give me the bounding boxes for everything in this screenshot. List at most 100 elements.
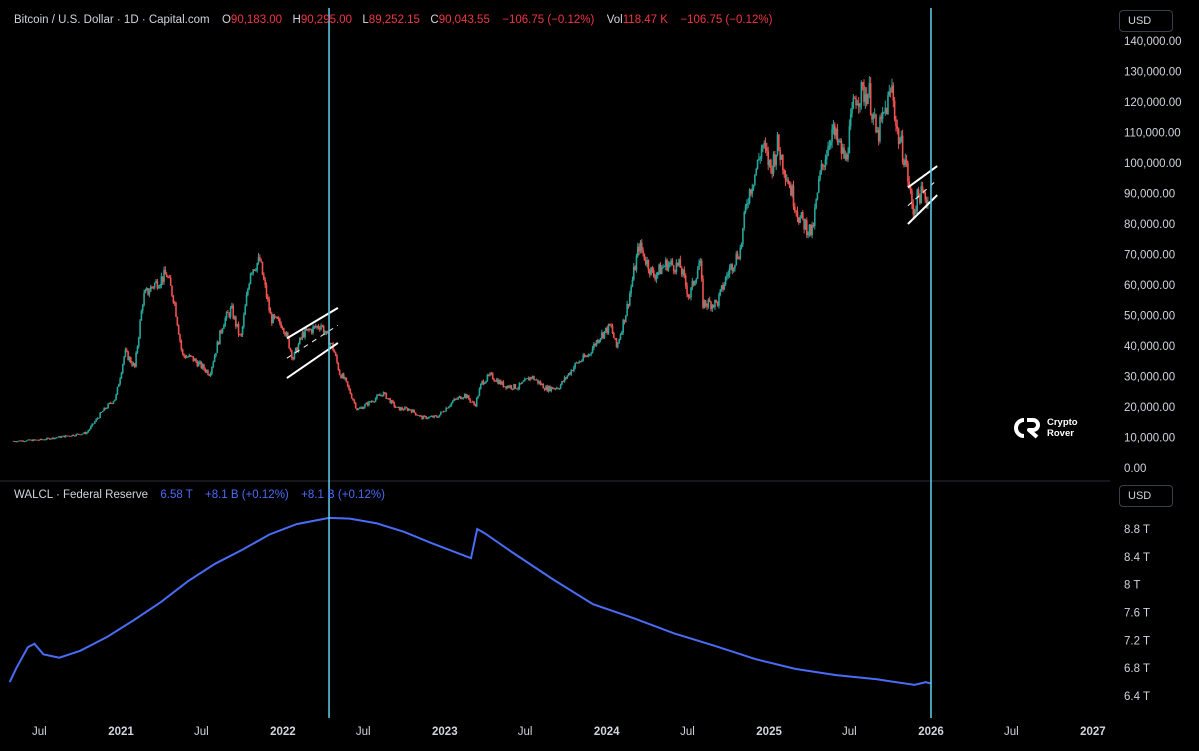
candle-body [338,370,341,376]
candle-body [288,338,290,349]
candle-body [908,181,911,187]
candle-body [601,332,603,339]
candle-body [644,260,647,265]
candle-body [913,210,916,215]
candle-body [290,350,293,358]
candle-body [364,404,366,408]
candle-body [192,356,195,361]
candle-body [478,388,481,397]
candle-body [208,374,211,376]
currency-button-top[interactable]: USD [1119,10,1173,32]
candle-body [884,107,887,112]
candle-body [91,423,93,427]
candle-body [835,128,837,136]
candle-body [235,316,237,327]
candle-body [911,190,913,205]
candle-body [707,299,710,307]
candle-body [23,441,26,443]
candle-body [828,145,831,147]
candle-body [414,412,417,415]
candle-body [763,142,766,146]
candle-body [463,393,466,398]
candle-body [224,318,227,326]
candle-body [920,186,923,204]
price-tick-label: 30,000.00 [1124,372,1175,384]
candle-body [668,263,671,265]
price-tick-label: 120,000.00 [1124,97,1182,109]
candle-body [99,412,101,418]
price-tick-label: 60,000.00 [1124,280,1175,292]
candle-body [812,225,815,226]
candle-body [111,403,113,405]
candle-body [256,263,258,271]
candle-body [42,439,44,441]
candle-body [716,301,719,306]
candle-body [555,387,558,389]
candle-body [542,383,545,389]
candle-body [667,264,670,271]
candle-body [784,174,787,181]
candle-body [199,361,201,363]
candle-body [470,401,473,403]
candle-body [727,274,730,276]
candle-body [724,277,727,285]
candle-body [312,326,314,333]
candle-body [591,348,594,354]
candle-body [104,407,107,409]
time-axis: Jul 2021 Jul 2022 Jul 2023 Jul 2024 Jul 2025 Jul 20… [32,726,1106,738]
candle-body [113,399,116,402]
candle-body [396,407,398,408]
candle-body [127,351,129,361]
candle-body [730,264,732,268]
candle-body [905,159,908,163]
candle-body [597,340,599,343]
candle-body [590,353,593,354]
candle-body [780,154,783,160]
candle-body [265,284,268,298]
candle-body [509,385,511,388]
candle-body [804,220,807,230]
candle-body [545,386,547,390]
candle-body [124,349,127,357]
candle-body [820,164,823,172]
candle-body [28,439,31,441]
candle-body [108,402,111,404]
candle-body [388,398,390,399]
time-tick-label: Jul [356,726,371,738]
candle-body [847,153,849,160]
candle-body [90,426,92,430]
candle-body [263,274,265,280]
candle-body [734,264,736,269]
candle-body [38,440,40,441]
candle-body [503,386,506,388]
candle-body [531,376,534,378]
candle-body [621,332,623,335]
candle-body [851,107,853,115]
candle-body [82,433,84,435]
price-tick-label: 10,000.00 [1124,433,1175,445]
candle-body [58,436,60,438]
candle-body [658,264,660,273]
candle-body [44,439,47,441]
candle-body [639,242,642,252]
candle-body [655,275,658,280]
currency-button-bottom[interactable]: USD [1119,485,1173,507]
candle-body [271,314,273,324]
candle-body [47,437,50,439]
candle-body [799,217,801,223]
candle-body [609,324,611,326]
candle-body [372,401,374,403]
candle-body [788,184,791,186]
candle-body [679,259,682,268]
candle-body [511,388,514,390]
candle-body [183,353,185,356]
candle-body [831,129,833,142]
candle-body [98,417,100,419]
candle-body [565,377,567,379]
candle-body [855,98,857,106]
candle-body [695,278,698,282]
candle-body [610,325,612,327]
candle-body [683,269,686,276]
candle-body [723,284,726,290]
candle-body [515,388,518,390]
